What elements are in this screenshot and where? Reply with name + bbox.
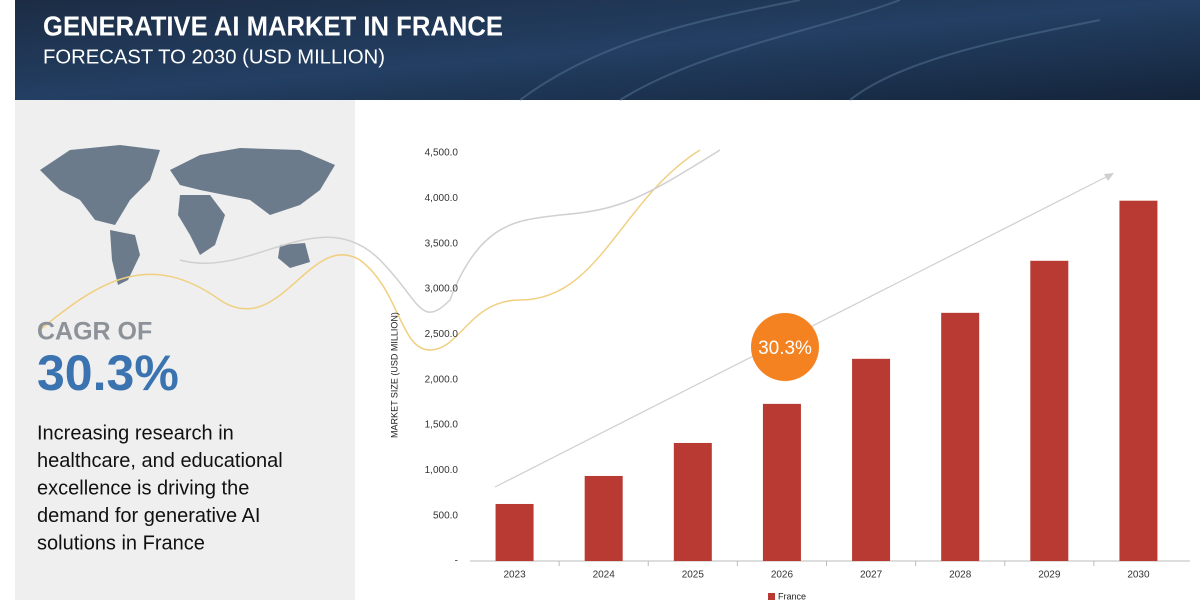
decor-curve [179,149,721,313]
header-decoration [519,0,1101,101]
world-map [40,145,335,285]
x-tick-label: 2026 [771,570,794,581]
bar [495,503,534,561]
x-tick-label: 2029 [1038,570,1061,581]
y-tick-label: 1,500.0 [425,420,459,431]
x-tick-label: 2030 [1127,570,1150,581]
description-line: Increasing research in [37,422,234,444]
y-tick-label: - [455,556,458,567]
y-axis-label: MARKET SIZE (USD MILLION) [389,312,399,438]
header-band [15,0,1200,100]
bar [584,475,623,561]
y-tick-label: 500.0 [433,510,458,521]
x-tick-label: 2028 [949,570,972,581]
cagr-badge-text: 30.3% [758,338,812,359]
trend-arrowhead [1104,173,1114,181]
cagr-badge [751,313,819,381]
description-line: solutions in France [37,532,205,554]
description-line: excellence is driving the [37,477,249,499]
subtitle: FORECAST TO 2030 (USD MILLION) [43,46,385,68]
legend-label: France [778,591,806,600]
y-tick-label: 2,500.0 [425,329,459,340]
title: GENERATIVE AI MARKET IN FRANCE [43,10,503,41]
y-tick-label: 2,000.0 [425,374,459,385]
x-tick-label: 2024 [593,570,616,581]
y-tick-label: 3,500.0 [425,238,459,249]
cagr-label: CAGR OF [37,318,152,346]
description-line: healthcare, and educational [37,450,283,472]
bar [852,358,891,561]
description: Increasing research in healthcare, and ed… [37,422,283,554]
x-tick-label: 2025 [682,570,705,581]
cagr-value: 30.3% [37,345,179,401]
y-tick-label: 4,000.0 [425,193,459,204]
y-tick-label: 3,000.0 [425,284,459,295]
y-tick-label: 1,000.0 [425,465,459,476]
bar [1119,200,1158,561]
bar [941,312,980,561]
description-line: demand for generative AI [37,505,260,527]
decor-curve [39,149,701,351]
bar [1030,260,1069,561]
legend-swatch [768,593,775,600]
bar [762,403,801,561]
x-tick-label: 2027 [860,570,883,581]
y-tick-label: 4,500.0 [425,148,459,159]
bar [673,442,712,561]
x-tick-label: 2023 [503,570,526,581]
